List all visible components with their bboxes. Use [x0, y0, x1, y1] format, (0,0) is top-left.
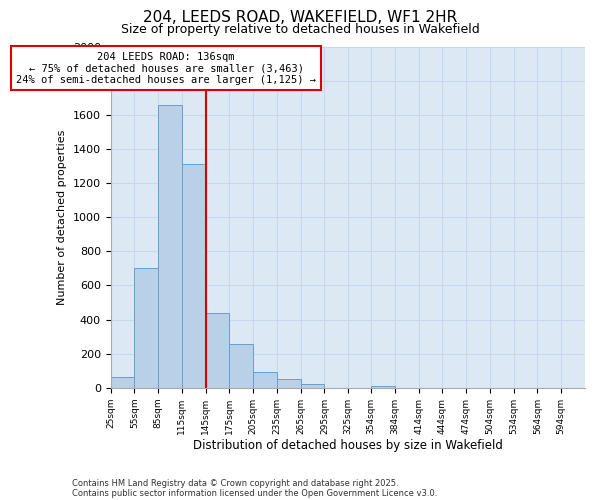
Text: 204 LEEDS ROAD: 136sqm
← 75% of detached houses are smaller (3,463)
24% of semi-: 204 LEEDS ROAD: 136sqm ← 75% of detached…	[16, 52, 316, 85]
Bar	[301, 384, 325, 388]
Text: 204, LEEDS ROAD, WAKEFIELD, WF1 2HR: 204, LEEDS ROAD, WAKEFIELD, WF1 2HR	[143, 10, 457, 25]
Text: Size of property relative to detached houses in Wakefield: Size of property relative to detached ho…	[121, 22, 479, 36]
Text: Contains public sector information licensed under the Open Government Licence v3: Contains public sector information licen…	[72, 488, 437, 498]
Bar	[158, 104, 182, 388]
Text: Contains HM Land Registry data © Crown copyright and database right 2025.: Contains HM Land Registry data © Crown c…	[72, 478, 398, 488]
Bar	[206, 313, 229, 388]
Y-axis label: Number of detached properties: Number of detached properties	[57, 130, 67, 305]
Bar	[182, 164, 206, 388]
Bar	[253, 372, 277, 388]
Bar	[277, 380, 301, 388]
Bar	[134, 268, 158, 388]
Bar	[110, 377, 134, 388]
X-axis label: Distribution of detached houses by size in Wakefield: Distribution of detached houses by size …	[193, 440, 503, 452]
Bar	[229, 344, 253, 388]
Bar	[371, 386, 395, 388]
